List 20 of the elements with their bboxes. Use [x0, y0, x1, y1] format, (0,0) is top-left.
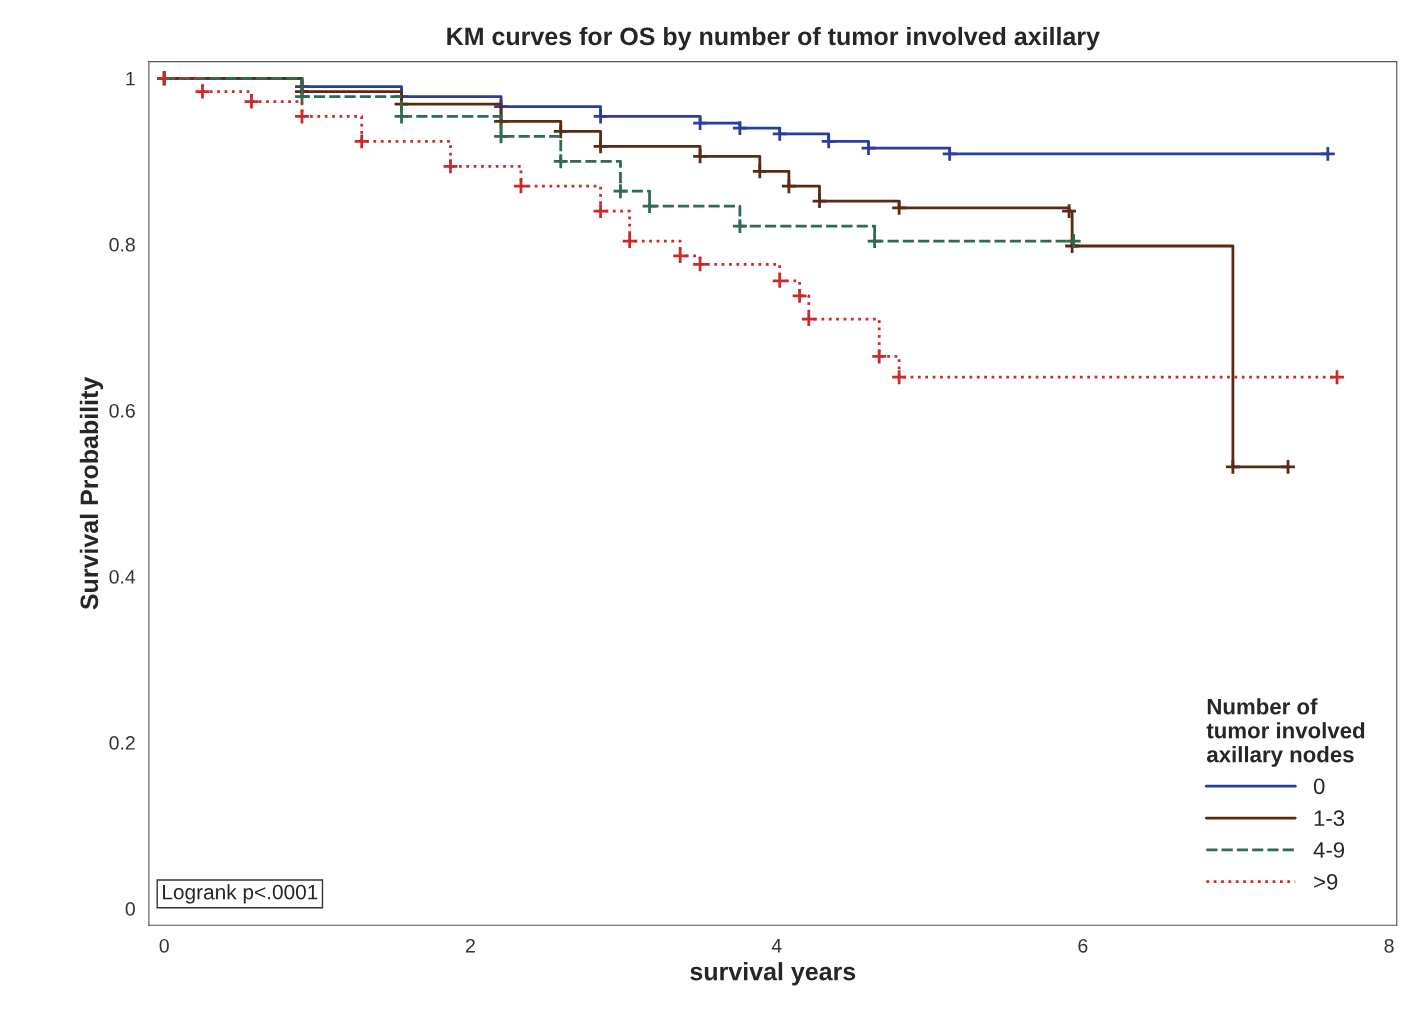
y-tick-label: 1 — [126, 71, 135, 86]
x-tick-label: 8 — [1384, 938, 1394, 953]
x-axis-title: survival years — [690, 962, 856, 986]
x-tick-label: 6 — [1078, 938, 1088, 953]
x-tick-label: 4 — [771, 939, 782, 953]
legend-label: 0 — [1313, 778, 1325, 795]
y-tick-label: 0.8 — [109, 237, 135, 252]
legend-label: 1-3 — [1314, 810, 1345, 827]
legend-label: >9 — [1314, 873, 1338, 890]
y-tick-label: 0.4 — [109, 569, 136, 584]
y-tick-label: 0.2 — [109, 736, 135, 750]
x-tick-label: 0 — [159, 938, 169, 953]
y-axis-title: Survival Probability — [79, 376, 104, 610]
legend-label: 4-9 — [1313, 842, 1345, 858]
x-tick-label: 2 — [465, 938, 475, 953]
y-tick-label: 0.6 — [109, 403, 135, 418]
chart-title: KM curves for OS by number of tumor involved axillary — [447, 26, 1100, 51]
annotation: Logrank p<.0001 — [163, 884, 318, 904]
y-tick-label: 0 — [125, 902, 135, 916]
legend-title: Number of tumor involved axillary nodes — [1206, 698, 1365, 767]
